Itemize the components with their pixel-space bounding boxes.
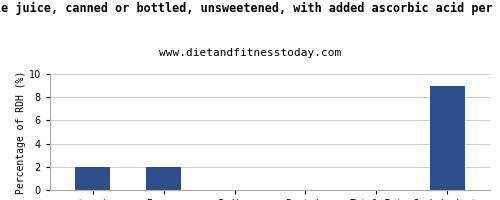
Text: le juice, canned or bottled, unsweetened, with added ascorbic acid per 1: le juice, canned or bottled, unsweetened… bbox=[0, 2, 500, 15]
Bar bbox=[146, 167, 182, 190]
Bar bbox=[75, 167, 110, 190]
Text: www.dietandfitnesstoday.com: www.dietandfitnesstoday.com bbox=[159, 48, 341, 58]
Bar bbox=[430, 86, 465, 190]
Y-axis label: Percentage of RDH (%): Percentage of RDH (%) bbox=[16, 70, 26, 194]
